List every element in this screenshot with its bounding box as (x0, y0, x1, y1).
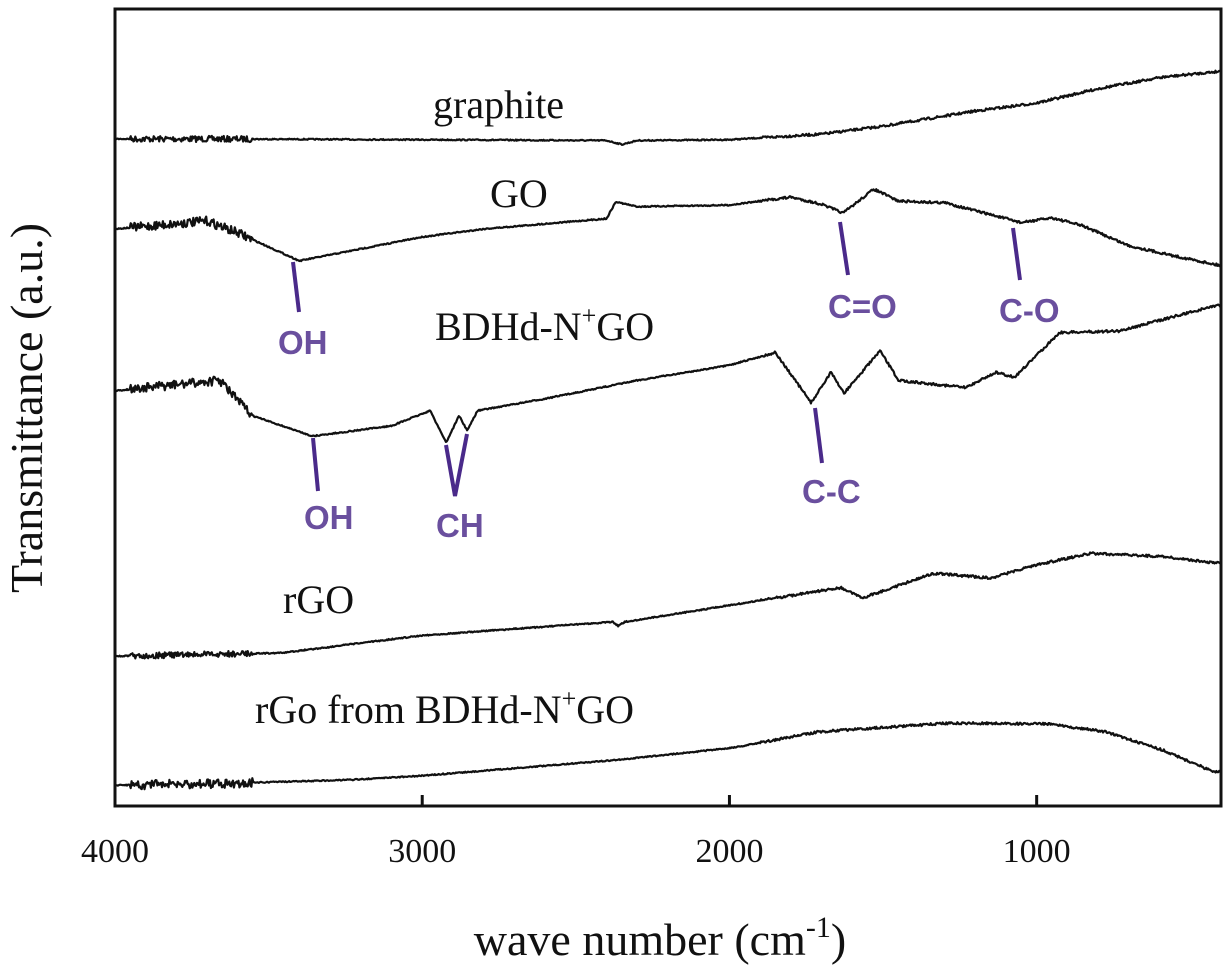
superscript-plus: + (582, 301, 597, 330)
series-line-go (114, 188, 1222, 268)
series-line-rgo-from-bdhd-n-go (114, 721, 1222, 791)
series-label-go: GO (490, 171, 548, 216)
series-label-graphite: graphite (433, 82, 564, 127)
x-axis-title-sup: -1 (806, 911, 831, 944)
x-tick-label-1000: 1000 (1003, 833, 1071, 870)
superscript-plus: + (562, 684, 577, 713)
series-line-rgo (114, 551, 1222, 660)
series-line-bdhd-n-go (114, 303, 1222, 443)
series-group (114, 69, 1222, 791)
annotations (291, 221, 1022, 497)
x-tick-label-4000: 4000 (81, 833, 149, 870)
series-label-rgo: rGO (283, 577, 354, 622)
series-label-rgo-from-bdhd: rGo from BDHd-N+GO (255, 684, 634, 732)
annotation-line-oh-go (291, 261, 301, 313)
annotation-c-c: C-C (802, 473, 861, 510)
plot-frame (113, 7, 1223, 808)
series-label-bdhd-n-go: BDHd-N+GO (435, 301, 654, 349)
annotation-line-oh-bdhd (311, 437, 320, 492)
annotation-oh-bdhd: OH (304, 499, 354, 536)
x-axis-title-close: ) (831, 914, 846, 965)
annotation-ch: CH (436, 507, 484, 544)
x-tick-label-3000: 3000 (388, 833, 456, 870)
y-axis-title: Transmittance (a.u.) (1, 223, 52, 593)
annotation-line-c-o (1011, 227, 1022, 281)
annotation-c=o: C=O (828, 288, 897, 325)
annotation-line-c=o (838, 221, 850, 276)
x-tick-label-2000: 2000 (695, 833, 763, 870)
annotation-line-ch (444, 433, 469, 497)
label-part: GO (576, 687, 634, 732)
series-line-graphite (114, 69, 1222, 146)
label-part: BDHd-N (435, 304, 582, 349)
label-part: rGo from BDHd-N (255, 687, 562, 732)
label-part: GO (596, 304, 654, 349)
x-axis-title: wave number (cm-1) (474, 911, 846, 965)
annotation-c-o: C-O (999, 292, 1060, 329)
x-axis-title-main: wave number (cm (474, 914, 806, 965)
annotation-oh-go: OH (278, 324, 328, 361)
annotation-line-c-c (813, 407, 824, 464)
x-axis-ticks: 4000 3000 2000 1000 (81, 795, 1071, 870)
